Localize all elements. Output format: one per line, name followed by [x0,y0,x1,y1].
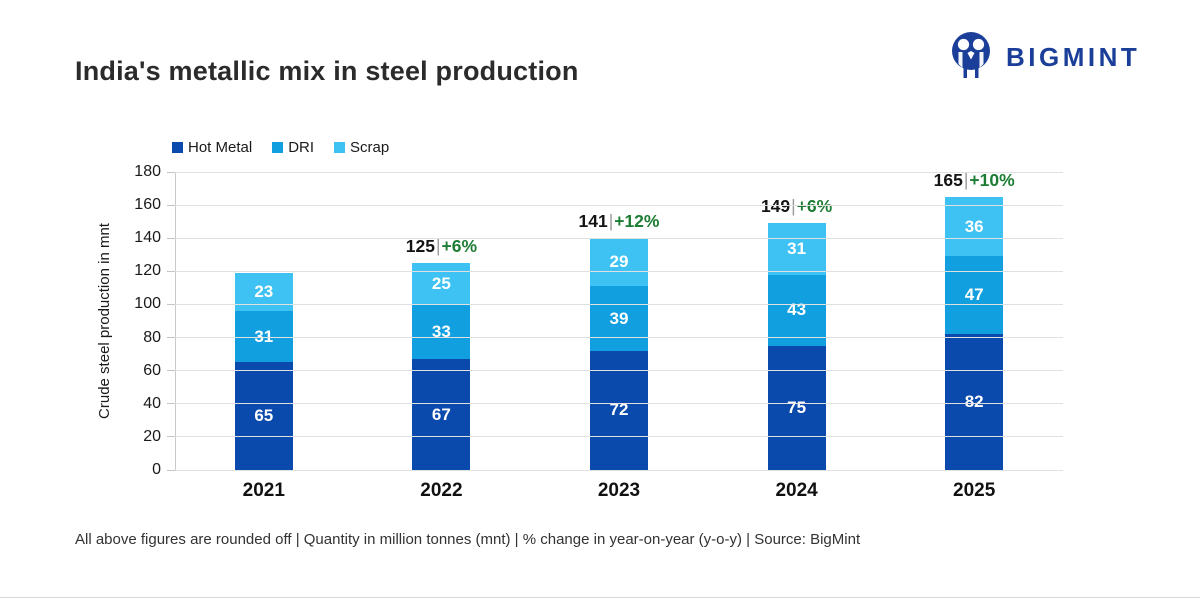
gridline [175,303,1063,305]
total-value: 141 [578,211,608,232]
bar-segment-dri: 43 [767,274,826,346]
y-tick-mark [167,204,175,206]
y-axis-line [175,172,176,470]
bar-stack: 31 43 75 [767,223,826,470]
y-tick-mark [167,237,175,239]
y-tick-label: 160 [134,196,161,214]
page-title: India's metallic mix in steel production [75,56,579,86]
y-tick-mark [167,303,175,305]
y-tick-label: 40 [143,394,161,412]
y-tick-label: 0 [152,461,161,478]
y-tick-label: 140 [134,229,161,247]
y-axis-title: Crude steel production in mnt [96,223,113,419]
x-axis-label: 2025 [953,480,996,501]
y-tick-label: 20 [143,427,161,445]
x-axis-label: 2023 [597,480,641,501]
bar-segment-hot-metal: 67 [412,359,471,470]
bar-stack: 25 33 67 [412,263,471,470]
bar-segment-hot-metal: 82 [945,334,1004,470]
bar-column: 125|+6% 25 33 67 2022 [353,172,531,501]
bigmint-people-icon [946,28,996,87]
gridline [175,204,1063,206]
bar-total-label: 141|+12% [578,211,659,232]
x-axis-label: 2024 [775,480,818,501]
label-separator: | [435,236,441,257]
legend-label: Scrap [350,139,390,156]
footer-note: All above figures are rounded off | Quan… [75,531,861,548]
chart-legend: Hot Metal DRI Scrap [172,139,389,156]
bar-stack: 36 47 82 [945,196,1004,470]
bar-segment-dri: 39 [589,286,648,351]
legend-item-hot-metal: Hot Metal [172,139,252,156]
brand-logo: BIGMINT [946,28,1140,87]
bar-segment-scrap: 36 [945,196,1004,257]
legend-swatch [334,142,346,153]
y-tick-label: 180 [134,163,161,180]
bar-segment-hot-metal: 65 [234,362,293,470]
x-axis-label: 2022 [420,480,463,501]
bottom-divider [0,597,1200,598]
legend-item-dri: DRI [272,139,314,156]
bar-column: 141|+12% 29 39 72 2023 [530,172,708,501]
gridline [175,237,1063,239]
bar-segment-hot-metal: 72 [589,350,648,470]
yoy-change-value: +10% [969,169,1015,190]
y-tick-mark [167,436,175,438]
gridline [175,469,1063,471]
y-tick-mark [167,270,175,272]
x-axis-label: 2021 [242,480,285,501]
bar-segment-hot-metal: 75 [767,345,826,470]
legend-label: Hot Metal [188,139,253,156]
gridline [175,337,1063,339]
bar-segment-scrap: 31 [767,223,826,275]
bar-total-label: 149|+6% [761,196,832,217]
total-value: 149 [760,196,791,217]
gridline [175,436,1063,438]
label-separator: | [608,211,614,232]
y-tick-mark [167,337,175,339]
bar-column: 23 31 65 2021 [175,172,353,501]
gridline [175,270,1063,272]
bar-segment-scrap: 29 [589,238,648,287]
bars-row: 23 31 65 2021 125|+6% 25 33 67 2022 141|+12% 29 39 7… [175,170,1063,501]
gridline [175,403,1063,405]
legend-item-scrap: Scrap [334,139,389,156]
yoy-change-value: +6% [796,196,833,217]
stacked-bar-chart: 23 31 65 2021 125|+6% 25 33 67 2022 141|+12% 29 39 7… [134,163,1063,501]
legend-swatch [172,142,183,153]
total-value: 125 [405,236,435,257]
label-separator: | [963,169,969,190]
y-tick-mark [167,370,175,372]
brand-name: BIGMINT [1006,42,1141,72]
gridline [175,171,1063,173]
y-tick-mark [167,403,175,405]
bar-segment-dri: 31 [234,311,293,363]
legend-swatch [272,142,284,153]
total-value: 165 [933,169,963,190]
y-tick-mark [167,171,175,173]
bar-stack: 23 31 65 [234,273,293,470]
y-tick-label: 60 [143,361,161,379]
bar-segment-scrap: 25 [412,263,471,305]
label-separator: | [791,196,796,217]
bar-column: 165|+10% 36 47 82 2025 [885,170,1063,501]
y-tick-label: 100 [134,295,161,313]
y-tick-label: 80 [143,328,161,346]
y-tick-mark [167,469,175,471]
y-tick-label: 120 [134,262,161,280]
bar-total-label: 165|+10% [934,170,1015,191]
bar-total-label: 125|+6% [406,236,477,257]
gridline [175,370,1063,372]
bar-segment-dri: 33 [412,304,471,360]
bar-stack: 29 39 72 [589,238,648,470]
yoy-change-value: +6% [441,236,478,257]
bar-column: 149|+6% 31 43 75 2024 [708,172,886,501]
yoy-change-value: +12% [614,211,660,232]
bar-segment-dri: 47 [945,256,1004,335]
legend-label: DRI [288,139,315,156]
bar-segment-scrap: 23 [234,273,293,312]
